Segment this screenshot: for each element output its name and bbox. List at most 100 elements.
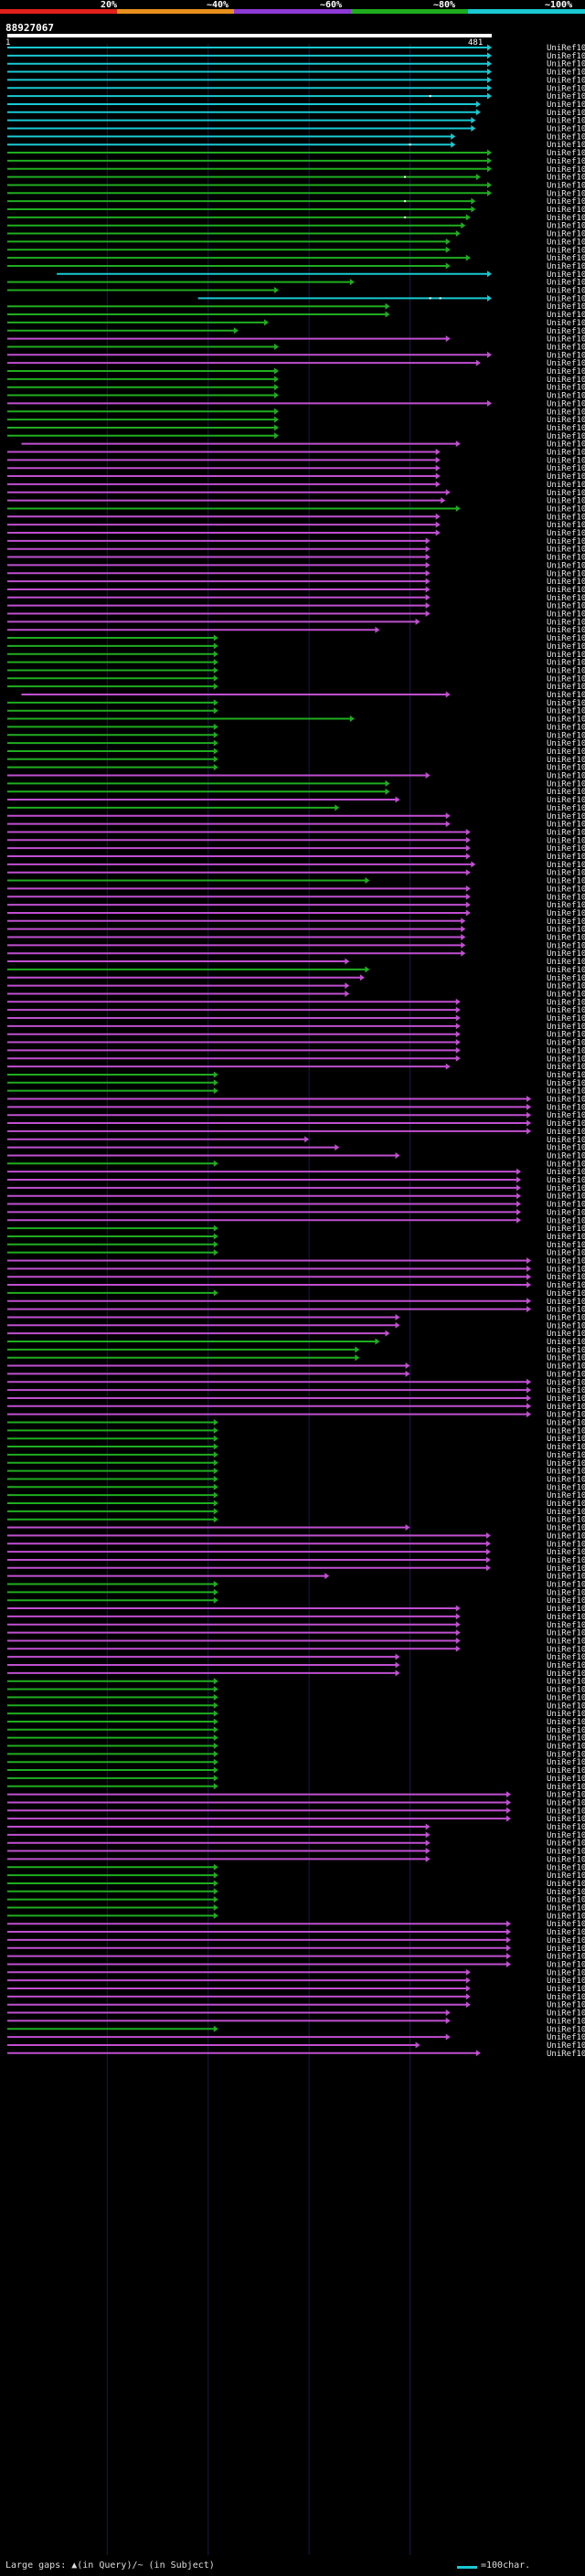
hit-label[interactable]: UniRef100_Q67VV5: [547, 869, 585, 878]
hit-label[interactable]: UniRef100_Q4VV51: [547, 1426, 585, 1436]
hit-label[interactable]: UniRef100_A9NV09: [547, 1516, 585, 1525]
hit-label[interactable]: UniRef100_P23910: [547, 1224, 585, 1234]
hit-label[interactable]: UniRef100_Q1R179: [547, 1848, 585, 1857]
hit-label[interactable]: UniRef100_C5Z7N0: [547, 1491, 585, 1500]
hit-label[interactable]: UniRef100_B9L9X6: [547, 594, 585, 603]
hit-label[interactable]: UniRef100_A8JZ04: [547, 1743, 585, 1752]
hit-label[interactable]: UniRef100_Q43437: [547, 1968, 585, 1977]
hit-label[interactable]: UniRef100_B9S1G7: [547, 1306, 585, 1315]
hit-label[interactable]: UniRef100_Q1WLW9: [547, 1993, 585, 2002]
hit-label[interactable]: UniRef100_Q7X5G9: [547, 1839, 585, 1849]
hit-label[interactable]: UniRef100_Q2ZD01: [547, 174, 585, 183]
hit-label[interactable]: UniRef100_A4QPK5: [547, 853, 585, 862]
hit-label[interactable]: UniRef100_P17371: [547, 941, 585, 950]
hit-label[interactable]: UniRef100_Q4VV56: [547, 1071, 585, 1080]
hit-label[interactable]: UniRef100_A9NXN6: [547, 157, 585, 166]
hit-label[interactable]: UniRef100_C0PDF6: [547, 1508, 585, 1517]
hit-label[interactable]: UniRef100_C5TKE5: [547, 1629, 585, 1638]
hit-label[interactable]: UniRef100_A4QPK6: [547, 707, 585, 716]
hit-label[interactable]: UniRef100_A9NWP0: [547, 165, 585, 175]
hit-label[interactable]: UniRef100_B6SZV8: [547, 1661, 585, 1670]
hit-label[interactable]: UniRef100_A9NR97: [547, 189, 585, 198]
hit-label[interactable]: UniRef100_C1K5G0: [547, 1023, 585, 1032]
hit-label[interactable]: UniRef100_P04780: [547, 998, 585, 1007]
hit-label[interactable]: UniRef100_Q4S1B4: [547, 966, 585, 975]
hit-label[interactable]: UniRef100_Q4VV48: [547, 1443, 585, 1452]
hit-label[interactable]: UniRef100_A2SW14: [547, 699, 585, 708]
hit-label[interactable]: UniRef100_P62818: [547, 1798, 585, 1807]
hit-label[interactable]: UniRef100_C5Y7U2: [547, 230, 585, 239]
hit-label[interactable]: UniRef100_A4QPH8: [547, 716, 585, 725]
hit-label[interactable]: UniRef100_A8MPC5: [547, 844, 585, 853]
hit-label[interactable]: UniRef100_A9PFW4: [547, 1912, 585, 1921]
hit-label[interactable]: UniRef100_Q39336: [547, 1985, 585, 1994]
hit-label[interactable]: UniRef100_A5B5Z3: [547, 60, 585, 69]
hit-label[interactable]: UniRef100_Q40247: [547, 1176, 585, 1185]
hit-label[interactable]: UniRef100_P12332: [547, 1936, 585, 1945]
hit-label[interactable]: UniRef100_P04781: [547, 861, 585, 870]
hit-label[interactable]: UniRef100_Q94G18: [547, 1855, 585, 1864]
hit-label[interactable]: UniRef100_Q64446: [547, 1096, 585, 1105]
hit-label[interactable]: UniRef100_P27490: [547, 1031, 585, 1040]
hit-label[interactable]: UniRef100_Q1EPV5: [547, 877, 585, 886]
hit-label[interactable]: UniRef100_Q32290: [547, 1014, 585, 1023]
hit-label[interactable]: UniRef100_A9NKL5: [547, 1201, 585, 1210]
hit-label[interactable]: UniRef100_Q34226: [547, 2009, 585, 2019]
hit-label[interactable]: UniRef100_A9PQ02: [547, 1693, 585, 1702]
hit-label[interactable]: UniRef100_A2SY36: [547, 1338, 585, 1347]
hit-label[interactable]: UniRef100_A5B8F8: [547, 1766, 585, 1776]
hit-label[interactable]: UniRef100_Q0LK11: [547, 1354, 585, 1363]
hit-label[interactable]: UniRef100_Q2ZL15: [547, 1573, 585, 1582]
hit-label[interactable]: UniRef100_Q4VV59: [547, 1233, 585, 1242]
hit-label[interactable]: UniRef100_Q4VV57: [547, 1249, 585, 1258]
hit-label[interactable]: UniRef100_A7PJV2: [547, 1758, 585, 1767]
hit-label[interactable]: UniRef100_Q41746: [547, 214, 585, 223]
hit-label[interactable]: UniRef100_Q8GF98: [547, 125, 585, 134]
hit-label[interactable]: UniRef100_Q0F105: [547, 2017, 585, 2026]
hit-label[interactable]: UniRef100_B4FDB0: [547, 449, 585, 458]
hit-label[interactable]: UniRef100_Q41425: [547, 1265, 585, 1274]
hit-label[interactable]: UniRef100_A0RIZ5: [547, 327, 585, 336]
hit-label[interactable]: UniRef100_P27490: [547, 1119, 585, 1129]
hit-label[interactable]: UniRef100_Q4VV53: [547, 1087, 585, 1097]
hit-label[interactable]: UniRef100_A2SY26: [547, 1346, 585, 1355]
hit-label[interactable]: UniRef100_A9RG66: [547, 1321, 585, 1330]
hit-label[interactable]: UniRef100_A2SY31: [547, 561, 585, 570]
hit-label[interactable]: UniRef100_B6T2Y9: [547, 1896, 585, 1905]
hit-label[interactable]: UniRef100_A2SY25: [547, 335, 585, 345]
hit-label[interactable]: UniRef100_A4QPH6: [547, 990, 585, 999]
hit-label[interactable]: UniRef100_P12471: [547, 1411, 585, 1420]
hit-label[interactable]: UniRef100_P29296: [547, 1791, 585, 1800]
hit-label[interactable]: UniRef100_C5YG64: [547, 238, 585, 247]
hit-label[interactable]: UniRef100_Q40769: [547, 1613, 585, 1622]
hit-label[interactable]: UniRef100_Q41747: [547, 197, 585, 207]
hit-label[interactable]: UniRef100_P22686: [547, 812, 585, 822]
hit-label[interactable]: UniRef100_Q39720: [547, 796, 585, 805]
hit-label[interactable]: UniRef100_A7XYQ0: [547, 424, 585, 433]
hit-label[interactable]: UniRef100_A4QPK3: [547, 408, 585, 417]
hit-label[interactable]: UniRef100_Q1EPD0: [547, 1475, 585, 1484]
hit-label[interactable]: UniRef100_P04427: [547, 974, 585, 983]
hit-label[interactable]: UniRef100_A4QPK8: [547, 399, 585, 408]
hit-label[interactable]: UniRef100_A4SEC5: [547, 311, 585, 320]
hit-label[interactable]: UniRef100_Q40065: [547, 1831, 585, 1840]
hit-label[interactable]: UniRef100_P04782: [547, 1046, 585, 1055]
hit-label[interactable]: UniRef100_A2SY47: [547, 1330, 585, 1339]
hit-label[interactable]: UniRef100_Q41426: [547, 1257, 585, 1267]
hit-label[interactable]: UniRef100_A8J2Q8: [547, 1734, 585, 1744]
hit-label[interactable]: UniRef100_A5BN14: [547, 1775, 585, 1784]
hit-label[interactable]: UniRef100_A4QFJ6: [547, 610, 585, 620]
hit-label[interactable]: UniRef100_C6TKE6: [547, 52, 585, 61]
hit-label[interactable]: UniRef100_A5BW10: [547, 2041, 585, 2051]
hit-label[interactable]: UniRef100_Q53N03: [547, 133, 585, 142]
hit-label[interactable]: UniRef100_Q41422: [547, 1168, 585, 1177]
hit-label[interactable]: UniRef100_Q3BSA3: [547, 359, 585, 368]
hit-label[interactable]: UniRef100_P04689: [547, 1483, 585, 1492]
hit-label[interactable]: UniRef100_A4QPK0: [547, 602, 585, 611]
hit-label[interactable]: UniRef100_A9NTB8: [547, 1710, 585, 1719]
hit-label[interactable]: UniRef100_B7SAW2: [547, 246, 585, 255]
hit-label[interactable]: UniRef100_Q9FWS5: [547, 101, 585, 110]
hit-label[interactable]: UniRef100_Q4VV49: [547, 1435, 585, 1444]
hit-label[interactable]: UniRef100_P06671: [547, 472, 585, 482]
hit-label[interactable]: UniRef100_P27511: [547, 739, 585, 748]
